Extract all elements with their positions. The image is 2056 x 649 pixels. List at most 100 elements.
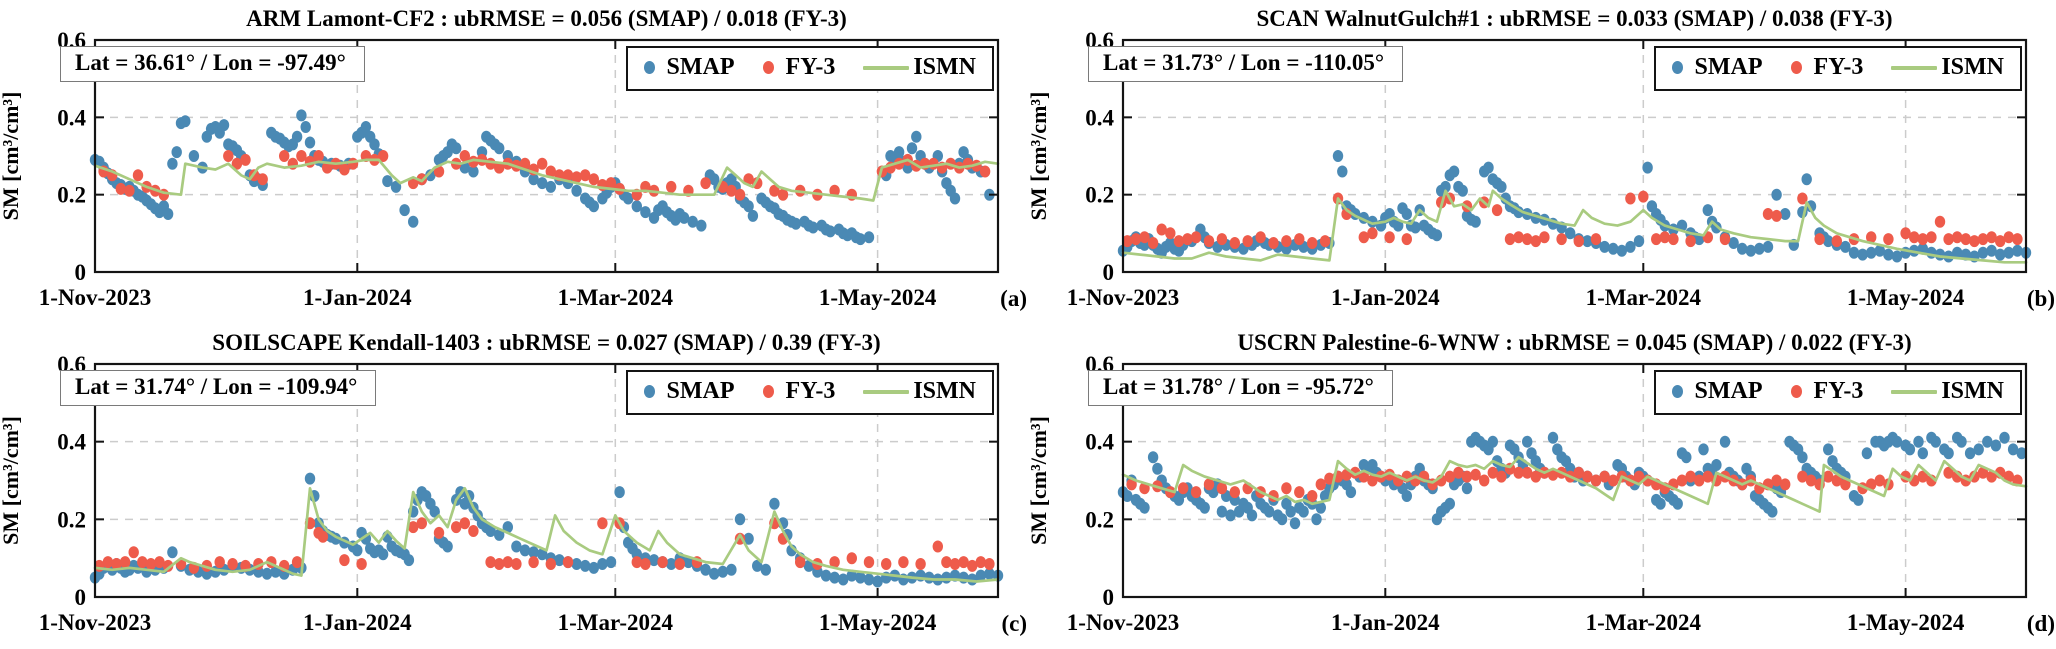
legend-label-ismn: ISMN bbox=[913, 378, 976, 404]
data-point bbox=[188, 150, 200, 162]
data-point bbox=[1199, 501, 1210, 514]
data-point bbox=[1182, 233, 1193, 246]
data-point bbox=[666, 558, 677, 570]
data-point bbox=[1294, 233, 1305, 246]
data-point bbox=[137, 556, 148, 569]
data-point bbox=[1719, 233, 1731, 246]
fy3-dot-icon bbox=[1790, 61, 1802, 74]
data-point bbox=[1973, 443, 1984, 456]
ismn-line-icon bbox=[1891, 389, 1938, 394]
data-point bbox=[223, 150, 234, 162]
data-point bbox=[145, 558, 157, 570]
y-axis-label: SM [cm³/cm³] bbox=[1028, 416, 1051, 545]
panel-d-latlon-annotation: Lat = 31.78° / Lon = -95.72° bbox=[1088, 370, 1393, 406]
legend-item-fy3: FY-3 bbox=[1790, 54, 1863, 81]
data-point bbox=[227, 558, 238, 570]
data-point bbox=[1977, 233, 1989, 246]
data-point bbox=[2003, 470, 2014, 483]
data-point bbox=[2012, 233, 2023, 246]
data-point bbox=[984, 558, 995, 570]
data-point bbox=[881, 558, 892, 570]
data-point bbox=[588, 200, 599, 213]
data-point bbox=[416, 517, 427, 530]
legend-item-ismn: ISMN bbox=[1891, 54, 2004, 81]
data-point bbox=[838, 573, 849, 586]
legend-item-fy3: FY-3 bbox=[762, 378, 836, 405]
data-point bbox=[537, 548, 548, 561]
data-point bbox=[162, 208, 174, 220]
data-point bbox=[979, 165, 991, 178]
line-ismn bbox=[93, 158, 1000, 202]
y-tick-label: 0 bbox=[75, 585, 87, 610]
axis-box bbox=[93, 362, 1000, 599]
legend-item-ismn: ISMN bbox=[1891, 378, 2004, 405]
data-point bbox=[1513, 466, 1524, 479]
data-point bbox=[1315, 478, 1326, 491]
data-point bbox=[1401, 208, 1412, 220]
data-point bbox=[1599, 240, 1610, 253]
data-point bbox=[777, 188, 789, 201]
data-point bbox=[180, 115, 191, 128]
data-point bbox=[1943, 447, 1954, 460]
smap-dot-icon bbox=[1671, 385, 1683, 398]
panel-c-plot-wrap: 1-Nov-2023 1-Jan-2024 1-Mar-2024 1-May-2024… bbox=[0, 356, 1028, 649]
data-point bbox=[451, 142, 462, 155]
data-point bbox=[511, 558, 522, 570]
data-point bbox=[1917, 470, 1928, 483]
data-point bbox=[1573, 235, 1584, 248]
data-point bbox=[1823, 470, 1834, 483]
data-point bbox=[1190, 486, 1202, 499]
data-point bbox=[1866, 246, 1877, 259]
data-point bbox=[425, 169, 436, 182]
smap-dot-icon bbox=[643, 385, 655, 398]
data-point bbox=[1917, 233, 1928, 246]
data-point bbox=[279, 150, 290, 162]
data-point bbox=[1401, 490, 1412, 502]
y-tick-label: 0.2 bbox=[57, 507, 86, 532]
data-point bbox=[1943, 466, 1954, 479]
x-tick-label: 1-Nov-2023 bbox=[1067, 285, 1179, 310]
data-point bbox=[261, 567, 273, 580]
data-point bbox=[752, 559, 763, 572]
data-point bbox=[1608, 242, 1619, 255]
legend-item-ismn: ISMN bbox=[863, 54, 976, 81]
data-point bbox=[1565, 227, 1576, 240]
data-point bbox=[700, 563, 711, 576]
data-point bbox=[726, 184, 737, 197]
data-point bbox=[605, 177, 617, 190]
data-point bbox=[304, 472, 316, 485]
x-tick-label: 1-Nov-2023 bbox=[39, 610, 151, 635]
y-axis-label: SM [cm³/cm³] bbox=[0, 92, 23, 221]
data-point bbox=[1904, 443, 1916, 456]
legend-label-ismn: ISMN bbox=[913, 54, 976, 80]
data-point bbox=[674, 558, 685, 570]
data-point bbox=[1780, 208, 1791, 220]
data-point bbox=[657, 556, 668, 569]
data-point bbox=[1216, 505, 1228, 518]
panel-c-title: SOILSCAPE Kendall-1403 : ubRMSE = 0.027 … bbox=[212, 330, 881, 355]
data-point bbox=[562, 556, 574, 569]
data-point bbox=[614, 486, 625, 499]
data-point bbox=[967, 559, 978, 572]
panel-a-letter: (a) bbox=[1000, 286, 1027, 311]
legend-label-fy3: FY-3 bbox=[785, 378, 836, 404]
data-point bbox=[829, 571, 840, 584]
data-point bbox=[352, 544, 363, 557]
legend-label-smap: SMAP bbox=[666, 54, 735, 80]
data-point bbox=[846, 552, 857, 565]
data-point bbox=[1771, 188, 1782, 201]
data-point bbox=[1203, 478, 1215, 491]
data-point bbox=[1762, 240, 1774, 253]
legend-item-ismn: ISMN bbox=[863, 378, 976, 405]
data-point bbox=[528, 546, 539, 559]
data-point bbox=[1130, 233, 1142, 246]
data-point bbox=[1345, 486, 1357, 499]
line-ismn bbox=[1121, 455, 2028, 513]
data-point bbox=[1276, 513, 1288, 526]
data-point bbox=[1590, 474, 1602, 487]
data-point bbox=[2003, 246, 2014, 259]
data-point bbox=[941, 556, 952, 569]
data-point bbox=[790, 217, 802, 230]
data-point bbox=[304, 136, 316, 149]
data-point bbox=[1995, 235, 2006, 248]
